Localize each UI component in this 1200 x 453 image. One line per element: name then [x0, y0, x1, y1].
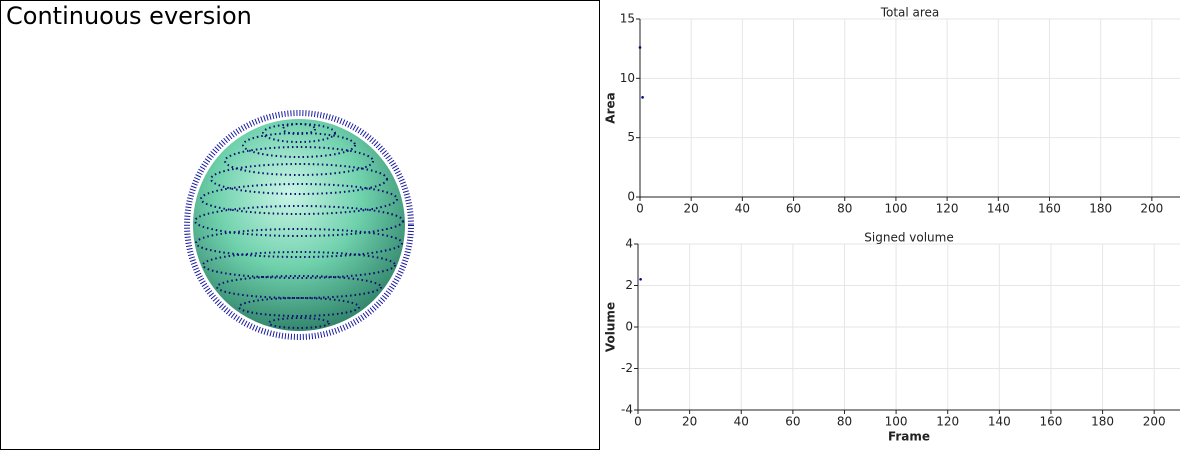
x-tick-label: 100 — [884, 202, 907, 216]
x-tick-label: 60 — [785, 415, 800, 429]
x-tick-label: 200 — [1143, 415, 1166, 429]
x-tick-label: 0 — [636, 202, 644, 216]
y-tick-label: 5 — [627, 130, 635, 144]
y-axis-label: Area — [604, 92, 618, 123]
x-tick-label: 120 — [936, 202, 959, 216]
normal-fringe — [184, 110, 414, 340]
point — [638, 46, 642, 49]
x-tick-label: 180 — [1089, 202, 1112, 216]
x-tick-label: 80 — [837, 415, 852, 429]
x-tick-label: 140 — [988, 415, 1011, 429]
x-tick-label: 20 — [682, 415, 697, 429]
x-tick-label: 160 — [1039, 415, 1062, 429]
y-tick-label: 4 — [625, 237, 633, 251]
x-tick-label: 160 — [1038, 202, 1061, 216]
x-tick-label: 80 — [837, 202, 852, 216]
x-tick-label: 200 — [1140, 202, 1163, 216]
x-tick-label: 180 — [1091, 415, 1114, 429]
x-tick-label: 0 — [634, 415, 642, 429]
point — [639, 277, 642, 281]
x-tick-label: 140 — [987, 202, 1010, 216]
x-tick-label: 40 — [734, 415, 749, 429]
normal-rings — [194, 123, 404, 329]
y-tick-label: 0 — [625, 320, 633, 334]
y-tick-label: 15 — [620, 12, 635, 26]
x-tick-label: 60 — [786, 202, 801, 216]
viewport-3d[interactable]: Continuous eversion — [0, 0, 600, 450]
chart-title: Signed volume — [864, 231, 953, 245]
y-tick-label: 10 — [620, 71, 635, 85]
y-tick-label: -4 — [621, 403, 633, 417]
y-axis-label: Volume — [604, 302, 618, 352]
x-axis-label: Frame — [888, 430, 930, 444]
viewport-title: Continuous eversion — [6, 2, 252, 30]
x-tick-label: 40 — [735, 202, 750, 216]
x-tick-label: 120 — [936, 415, 959, 429]
sphere — [193, 119, 405, 331]
y-tick-label: 0 — [627, 190, 635, 204]
x-tick-label: 20 — [684, 202, 699, 216]
chart-title: Total area — [880, 6, 940, 20]
x-tick-label: 100 — [885, 415, 908, 429]
y-tick-label: -2 — [621, 361, 633, 375]
y-tick-label: 2 — [625, 278, 633, 292]
sphere-render — [184, 110, 414, 340]
point — [641, 96, 644, 99]
